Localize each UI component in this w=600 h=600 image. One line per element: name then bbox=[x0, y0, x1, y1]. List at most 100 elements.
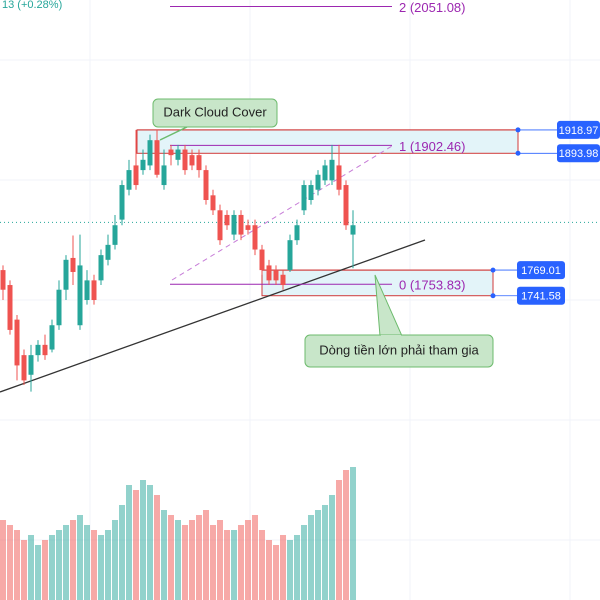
volume-bar bbox=[119, 505, 125, 600]
candle-body bbox=[280, 274, 286, 286]
candle-body bbox=[175, 149, 181, 160]
candle-body bbox=[154, 140, 160, 175]
fib-label: 0 (1753.83) bbox=[399, 278, 466, 293]
candle-body bbox=[259, 249, 265, 271]
fib-label: 1 (1902.46) bbox=[399, 139, 466, 154]
candle-body bbox=[224, 214, 230, 226]
volume-bar bbox=[28, 535, 34, 600]
volume-bar bbox=[154, 495, 160, 600]
volume-bar bbox=[322, 505, 328, 600]
candle-body bbox=[70, 257, 76, 272]
volume-bar bbox=[63, 525, 69, 600]
candle-body bbox=[112, 225, 118, 245]
volume-bar bbox=[210, 525, 216, 600]
volume-bar bbox=[14, 530, 20, 600]
candle-body bbox=[329, 159, 335, 181]
candle-body bbox=[168, 149, 174, 156]
price-tag bbox=[557, 120, 600, 139]
volume-bar bbox=[84, 525, 90, 600]
price-tag-label: 1918.97 bbox=[559, 125, 599, 137]
candle-body bbox=[140, 159, 146, 171]
candle-body bbox=[91, 280, 97, 300]
candle-body bbox=[308, 185, 314, 200]
volume-bar bbox=[98, 535, 104, 600]
candle-body bbox=[147, 140, 153, 166]
volume-bar bbox=[189, 520, 195, 600]
fib-trend-line bbox=[171, 145, 393, 281]
zones-layer bbox=[136, 129, 519, 297]
candle-body bbox=[322, 165, 328, 181]
volume-bar bbox=[315, 510, 321, 600]
callout-dark-cloud: Dark Cloud Cover bbox=[152, 98, 278, 141]
callout-money-flow: Dòng tiền lớn phải tham gia bbox=[304, 274, 494, 368]
candle-body bbox=[133, 165, 139, 186]
volume-bar bbox=[49, 535, 55, 600]
candle-body bbox=[56, 289, 62, 326]
volume-bar bbox=[105, 530, 111, 600]
candle-body bbox=[14, 319, 20, 366]
candle-body bbox=[21, 355, 27, 381]
candle-body bbox=[336, 165, 342, 190]
candle-body bbox=[203, 170, 209, 200]
candle-body bbox=[252, 225, 258, 250]
annotation: Dark Cloud Cover bbox=[163, 104, 267, 119]
volume-bar bbox=[77, 515, 83, 600]
volume-bar bbox=[238, 525, 244, 600]
price-tag bbox=[517, 286, 565, 305]
candle-body bbox=[126, 170, 132, 190]
volume-bar bbox=[21, 540, 27, 600]
volume-bar bbox=[126, 485, 132, 600]
volume-bar bbox=[336, 480, 342, 600]
volume-bar bbox=[343, 470, 349, 600]
candle-body bbox=[315, 174, 321, 190]
volume-bar bbox=[329, 495, 335, 600]
candle-body bbox=[77, 265, 83, 326]
candle-body bbox=[217, 210, 223, 241]
volume-bar bbox=[266, 540, 272, 600]
volume-bar bbox=[70, 520, 76, 600]
volume-bar bbox=[301, 525, 307, 600]
fib-label: 2 (2051.08) bbox=[399, 0, 466, 15]
candle-body bbox=[210, 195, 216, 211]
annotation: Dòng tiền lớn phải tham gia bbox=[319, 342, 479, 357]
volume-bar bbox=[168, 515, 174, 600]
price-tags: 1918.97 1893.98 1769.01 1741.58 bbox=[490, 120, 600, 305]
volume-bar bbox=[224, 530, 230, 600]
header-change: 13 (+0.28%) bbox=[2, 0, 62, 11]
volume-bar bbox=[273, 545, 279, 600]
candles-layer bbox=[0, 129, 356, 392]
volume-bar bbox=[217, 520, 223, 600]
volume-bar bbox=[350, 467, 356, 600]
volume-bar bbox=[280, 535, 286, 600]
candle-body bbox=[245, 225, 251, 230]
volume-bar bbox=[196, 515, 202, 600]
price-tag-label: 1893.98 bbox=[559, 148, 599, 160]
volume-bar bbox=[175, 520, 181, 600]
candle-body bbox=[266, 265, 272, 281]
candle-body bbox=[42, 344, 48, 356]
candle-body bbox=[294, 225, 300, 241]
volume-bar bbox=[294, 535, 300, 600]
volume-bar bbox=[252, 515, 258, 600]
candle-body bbox=[231, 214, 237, 235]
candle-body bbox=[0, 270, 6, 290]
volume-bar bbox=[56, 530, 62, 600]
volume-bar bbox=[133, 490, 139, 600]
candle-body bbox=[182, 149, 188, 171]
volume-bar bbox=[182, 525, 188, 600]
volume-bar bbox=[308, 515, 314, 600]
volume-bar bbox=[91, 530, 97, 600]
candle-body bbox=[350, 225, 356, 235]
price-tag-label: 1741.58 bbox=[521, 291, 561, 303]
volume-bar bbox=[259, 530, 265, 600]
volume-bar bbox=[245, 520, 251, 600]
candle-body bbox=[98, 255, 104, 281]
candle-body bbox=[301, 185, 307, 211]
price-tag-label: 1769.01 bbox=[521, 265, 561, 277]
candle-body bbox=[105, 244, 111, 260]
volume-bar bbox=[35, 545, 41, 600]
candle-body bbox=[49, 325, 55, 350]
volume-bar bbox=[140, 480, 146, 600]
